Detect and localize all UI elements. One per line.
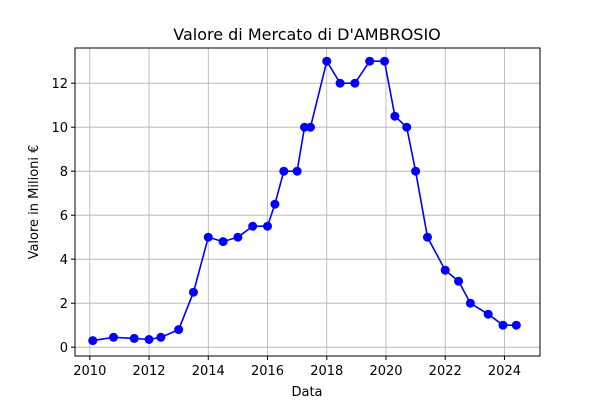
- y-tick-label: 6: [60, 209, 68, 224]
- data-point: [402, 122, 412, 132]
- data-point: [174, 325, 184, 335]
- data-point: [511, 320, 521, 330]
- data-point: [270, 199, 280, 209]
- x-tick-label: 2022: [429, 364, 462, 379]
- value-line: [92, 59, 517, 342]
- y-tick-label: 8: [60, 165, 68, 180]
- chart-title: Valore di Mercato di D'AMBROSIO: [173, 25, 441, 44]
- data-point: [380, 56, 390, 66]
- data-point: [422, 232, 432, 242]
- y-tick-label: 10: [51, 121, 68, 136]
- data-point: [203, 232, 213, 242]
- data-point: [390, 111, 400, 121]
- data-point: [263, 221, 273, 231]
- data-point: [292, 166, 302, 176]
- x-tick-label: 2012: [132, 364, 165, 379]
- data-point: [144, 335, 154, 344]
- data-point: [233, 232, 243, 242]
- x-tick-label: 2018: [310, 364, 343, 379]
- y-tick-label: 0: [60, 341, 68, 356]
- data-point: [218, 237, 228, 247]
- y-tick-label: 12: [51, 77, 68, 92]
- data-point: [156, 332, 166, 342]
- data-point: [322, 56, 332, 66]
- data-point: [483, 309, 493, 319]
- data-point: [248, 221, 258, 231]
- plot-frame: [74, 47, 541, 357]
- data-point: [109, 332, 119, 342]
- data-point: [440, 265, 450, 275]
- data-point: [279, 166, 289, 176]
- data-point: [454, 276, 464, 286]
- data-point: [129, 333, 139, 343]
- data-point: [365, 56, 375, 66]
- data-point: [465, 298, 475, 308]
- y-tick-label: 2: [60, 297, 68, 312]
- axis-ticks: 2010 2012 2014 2016 2018 2020 2022 2024 0 2 4 6 8 10 1…: [51, 77, 521, 379]
- data-point: [88, 336, 98, 346]
- y-axis-label: Valore in Milioni €: [27, 145, 42, 260]
- x-tick-label: 2016: [251, 364, 284, 379]
- y-tick-label: 4: [60, 253, 68, 268]
- x-tick-label: 2014: [192, 364, 225, 379]
- data-point: [411, 166, 421, 176]
- series-line: [88, 56, 521, 346]
- data-point: [498, 320, 508, 330]
- grid: [75, 48, 540, 356]
- data-point: [305, 122, 315, 132]
- x-tick-label: 2020: [369, 364, 402, 379]
- x-tick-label: 2024: [488, 364, 521, 379]
- data-point: [335, 78, 345, 88]
- x-axis-label: Data: [291, 385, 322, 400]
- x-tick-label: 2010: [73, 364, 106, 379]
- data-point: [188, 287, 198, 297]
- data-point: [350, 78, 360, 88]
